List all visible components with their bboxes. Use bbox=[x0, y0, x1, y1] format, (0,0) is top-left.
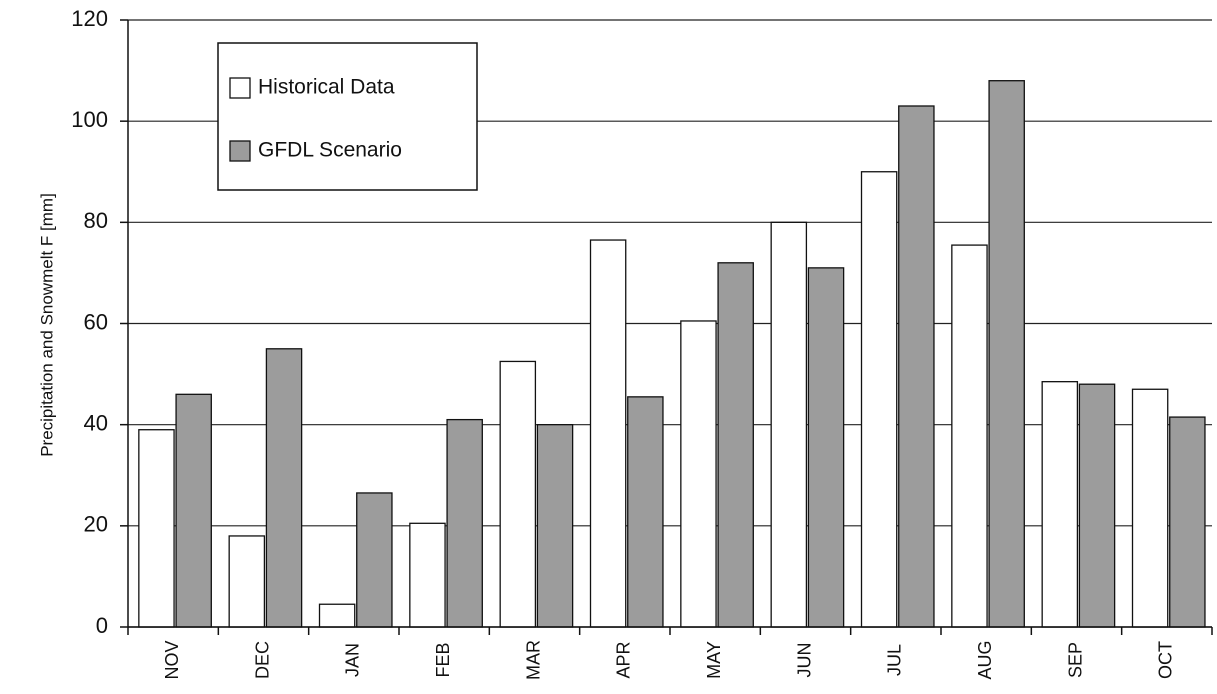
x-tick-label: NOV bbox=[162, 640, 182, 679]
y-tick-label: 120 bbox=[71, 6, 108, 31]
x-tick-label: MAR bbox=[523, 640, 543, 680]
bar bbox=[356, 492, 393, 628]
x-tick-label: DEC bbox=[252, 641, 272, 679]
x-tick-label: JAN bbox=[343, 643, 363, 677]
legend-label: Historical Data bbox=[258, 76, 395, 99]
legend-swatch bbox=[229, 140, 251, 162]
bar bbox=[446, 418, 483, 628]
bar bbox=[499, 360, 537, 628]
bar bbox=[1041, 381, 1079, 628]
x-tick-label: MAY bbox=[704, 641, 724, 679]
x-tick-label: JUN bbox=[794, 643, 814, 678]
x-tick-label: FEB bbox=[433, 642, 453, 677]
bar bbox=[318, 603, 356, 628]
bar bbox=[175, 393, 212, 628]
bar bbox=[1078, 383, 1116, 628]
x-tick-label: JUL bbox=[885, 644, 905, 676]
bar bbox=[680, 320, 717, 628]
bar bbox=[807, 267, 845, 628]
y-tick-label: 0 bbox=[96, 613, 108, 638]
bar bbox=[988, 80, 1025, 628]
bar bbox=[138, 429, 175, 628]
legend-box bbox=[217, 42, 478, 191]
bar bbox=[1169, 416, 1206, 628]
x-tick-label: OCT bbox=[1156, 641, 1176, 679]
bar bbox=[717, 262, 754, 628]
bar bbox=[228, 535, 266, 628]
x-tick-label: AUG bbox=[975, 640, 995, 679]
y-tick-label: 20 bbox=[84, 512, 108, 537]
bar bbox=[951, 244, 988, 628]
x-tick-label: APR bbox=[614, 641, 634, 678]
legend-swatch bbox=[229, 77, 251, 99]
bar bbox=[265, 348, 303, 628]
y-tick-label: 80 bbox=[84, 208, 108, 233]
bar bbox=[589, 239, 627, 628]
legend-label: GFDL Scenario bbox=[258, 139, 402, 162]
y-tick-label: 60 bbox=[84, 309, 108, 334]
bar bbox=[860, 171, 898, 628]
bar bbox=[898, 105, 935, 628]
y-axis-label: Precipitation and Snowmelt F [mm] bbox=[37, 193, 56, 457]
bar bbox=[1131, 388, 1169, 628]
bar bbox=[409, 522, 446, 628]
y-tick-label: 40 bbox=[84, 410, 108, 435]
bar bbox=[770, 221, 808, 628]
bar bbox=[536, 424, 574, 628]
y-tick-label: 100 bbox=[71, 107, 108, 132]
x-tick-label: SEP bbox=[1065, 642, 1085, 678]
bar bbox=[627, 396, 664, 628]
